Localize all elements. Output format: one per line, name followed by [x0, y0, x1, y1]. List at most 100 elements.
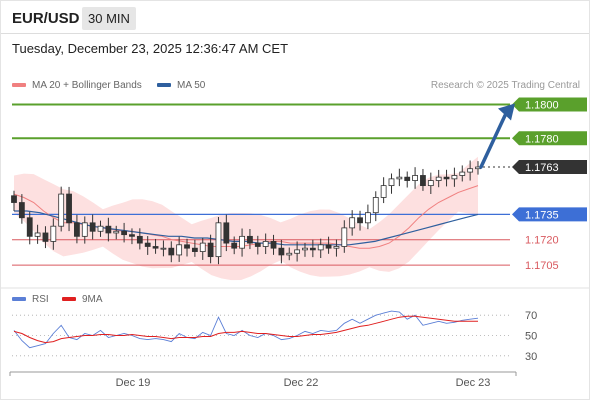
candle [121, 222, 128, 243]
price-tag-1.1735: 1.1735 [512, 207, 587, 222]
candle [136, 228, 143, 250]
candle-body [121, 230, 128, 236]
price-tag-1.1800: 1.1800 [512, 97, 587, 112]
candle [372, 191, 379, 222]
candle-body [286, 252, 293, 256]
price-tag-1.1705: 1.1705 [525, 260, 559, 272]
candle-body [239, 235, 245, 249]
price-tag-bg-1.1763 [512, 160, 587, 175]
ma50-swatch [157, 83, 171, 88]
candle-body [129, 234, 135, 237]
candle-body [294, 249, 301, 254]
candle-body [247, 235, 253, 244]
candle-body [270, 241, 277, 249]
candle [58, 186, 65, 232]
candle-body [81, 222, 88, 237]
rsi-ma-line [13, 315, 478, 344]
candle [262, 233, 269, 255]
candle [74, 214, 80, 244]
candle [113, 225, 120, 240]
price-tag-1.1763: 1.1763 [512, 160, 587, 175]
forecast-arrow-shaft [479, 113, 507, 169]
rsi-swatch [12, 297, 26, 302]
candle-body [380, 185, 387, 198]
price-label-1.1735: 1.1735 [525, 209, 559, 221]
candle-body [223, 222, 230, 244]
candle-body [341, 227, 348, 247]
candle-body [97, 225, 104, 232]
candle [404, 171, 411, 188]
candle [302, 242, 308, 257]
candle [129, 228, 135, 245]
candle-body [262, 241, 269, 247]
candle-body [11, 195, 17, 203]
candle-body [435, 176, 442, 181]
candle-body [144, 242, 151, 247]
candle-body [50, 225, 57, 242]
candle-body [302, 247, 308, 251]
candle-body [160, 247, 167, 250]
candle-body [388, 178, 395, 187]
price-label-1.1705: 1.1705 [525, 260, 559, 272]
legend-ma50: MA 50 [157, 80, 205, 91]
candle [42, 226, 49, 249]
candle-body [357, 217, 363, 224]
candle [294, 241, 301, 262]
candle-body [18, 202, 25, 219]
candle-body [412, 175, 418, 181]
candle [152, 238, 159, 254]
candle [459, 165, 466, 182]
candle-body [459, 171, 466, 176]
candle-body [66, 193, 72, 224]
candle [191, 239, 198, 257]
x-tick-label: Dec 23 [456, 377, 491, 389]
candle [309, 239, 316, 258]
candle [427, 172, 434, 194]
candle-body [364, 212, 371, 224]
candle [105, 217, 112, 242]
candle [184, 238, 190, 257]
rsi-label: RSI [32, 294, 49, 305]
candle [412, 167, 418, 189]
candle-body [34, 232, 41, 237]
price-tag-bg-1.1800 [512, 97, 587, 112]
candle-body [349, 217, 356, 229]
candle [451, 167, 458, 187]
candle-body [168, 247, 175, 256]
timestamp: Tuesday, December 23, 2025 12:36:47 AM C… [12, 41, 289, 56]
candle [247, 229, 253, 250]
candle [333, 239, 340, 257]
ma20-swatch [12, 83, 26, 88]
candle [239, 228, 245, 257]
candle-body [254, 242, 261, 247]
candle [388, 173, 395, 194]
candle [317, 238, 324, 259]
candle [199, 237, 206, 260]
candle-body [427, 180, 434, 187]
candle-body [207, 242, 214, 258]
candle-body [467, 168, 474, 173]
timeframe-badge[interactable]: 30 MIN [82, 7, 136, 30]
candle-body [317, 244, 324, 251]
candle-body [176, 244, 183, 256]
legend-rsi: RSI [12, 294, 49, 305]
candle [97, 220, 104, 237]
price-tag-1.1720: 1.1720 [525, 235, 559, 247]
candle-body [451, 175, 458, 180]
candle [18, 194, 25, 224]
candle [81, 216, 88, 244]
candle [11, 190, 17, 211]
x-tick-label: Dec 22 [284, 377, 319, 389]
rsi-tick-label: 50 [525, 331, 537, 343]
header-divider [0, 33, 590, 34]
candle [89, 214, 96, 240]
candle [223, 214, 230, 252]
candle [420, 168, 426, 191]
x-tick-label: Dec 19 [116, 377, 151, 389]
rsi-tick-label: 70 [525, 310, 537, 322]
candle [380, 177, 387, 204]
candle-body [404, 176, 411, 181]
candle-body [443, 176, 450, 180]
